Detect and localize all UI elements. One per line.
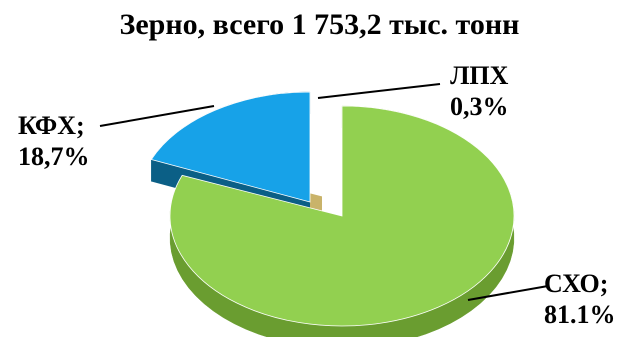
slice-label-lph: ЛПХ 0,3% [450, 60, 509, 122]
slice-label-kfx: КФХ; 18,7% [18, 110, 90, 172]
slice-label-kfx-value: 18,7% [18, 142, 90, 171]
slice-label-lph-name: ЛПХ [450, 61, 509, 90]
slice-label-lph-value: 0,3% [450, 92, 509, 121]
slice-2 [150, 91, 311, 203]
slice-label-kfx-name: КФХ; [18, 111, 85, 140]
leader-line-lph [317, 83, 441, 99]
slice-label-sxo-value: 81.1% [544, 300, 616, 329]
slice-0 [169, 105, 515, 327]
leader-line-kfx [99, 105, 215, 127]
slice-label-sxo-name: СХО; [544, 269, 609, 298]
chart-title: Зерно, всего 1 753,2 тыс. тонн [119, 8, 520, 41]
leader-line-sxo [467, 285, 549, 301]
slice-label-sxo: СХО; 81.1% [544, 268, 616, 330]
